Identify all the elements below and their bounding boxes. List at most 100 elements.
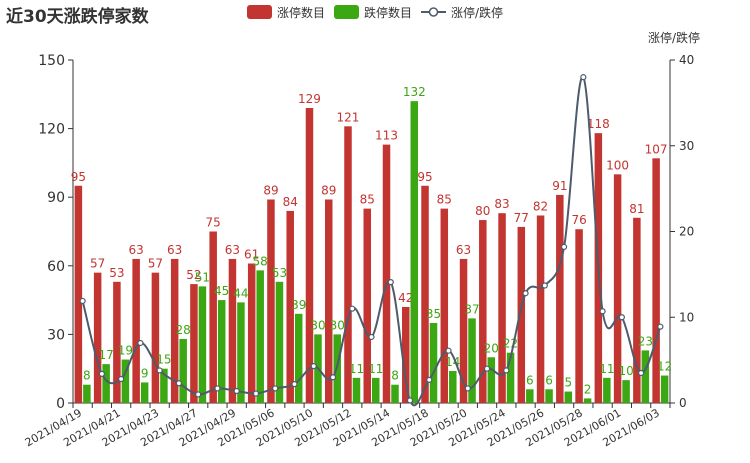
bar-limit-up <box>382 144 391 403</box>
line-point-ratio <box>79 297 86 305</box>
bar-limit-up <box>633 217 641 403</box>
bar-limit-up <box>402 306 410 403</box>
bar-limit-up <box>498 213 506 403</box>
data-label-limit-up: 42 <box>398 291 413 305</box>
y-tick-label-right: 40 <box>679 53 694 67</box>
bar-limit-up <box>305 108 314 404</box>
line-point-ratio <box>118 375 125 383</box>
bar-limit-up <box>170 258 179 403</box>
bar-limit-up <box>363 208 371 403</box>
data-label-limit-up: 83 <box>494 197 509 211</box>
line-point-ratio <box>580 74 587 81</box>
bar-limit-down <box>603 377 611 403</box>
data-label-limit-up: 76 <box>571 213 586 227</box>
bar-limit-up <box>344 126 352 404</box>
data-label-limit-up: 107 <box>645 142 668 156</box>
bar-limit-down <box>140 382 149 403</box>
bar-limit-up <box>209 231 217 403</box>
bar-limit-down <box>660 375 669 403</box>
bar-limit-down <box>121 359 130 403</box>
data-label-limit-down: 8 <box>391 369 399 383</box>
line-point-ratio <box>599 308 606 315</box>
line-point-ratio <box>98 370 105 377</box>
y-tick-label-left: 90 <box>47 190 65 206</box>
data-label-limit-up: 61 <box>244 248 259 262</box>
y-tick-label-left: 60 <box>47 259 65 275</box>
bar-limit-up <box>267 199 275 403</box>
line-point-ratio <box>426 376 433 383</box>
data-label-limit-up: 63 <box>456 243 471 257</box>
bar-limit-down <box>294 313 303 403</box>
y-tick-label-right: 0 <box>679 396 687 410</box>
data-label-limit-down: 5 <box>565 376 573 390</box>
line-point-ratio <box>291 381 298 388</box>
bar-limit-down <box>102 364 110 403</box>
bar-limit-up <box>151 272 160 403</box>
data-label-limit-down: 132 <box>403 85 426 99</box>
line-point-ratio <box>329 374 337 381</box>
bar-limit-up <box>459 258 468 403</box>
y-tick-label-left: 30 <box>47 327 65 343</box>
line-point-ratio <box>387 278 394 286</box>
bar-limit-down <box>352 377 361 403</box>
data-label-limit-down: 11 <box>599 362 614 376</box>
data-label-limit-up: 57 <box>90 257 105 271</box>
bar-limit-down <box>449 370 457 403</box>
bar-limit-down <box>622 380 630 403</box>
bar-limit-down <box>506 352 515 403</box>
bar-limit-up <box>536 215 545 403</box>
bar-limit-down <box>583 398 592 403</box>
bar-limit-down <box>256 270 264 403</box>
bar-limit-up <box>132 258 140 403</box>
data-label-limit-down: 39 <box>291 298 306 312</box>
bar-limit-down <box>179 338 187 403</box>
bar-limit-up <box>93 272 102 403</box>
bar-limit-up <box>479 220 487 403</box>
bar-limit-down <box>429 322 438 403</box>
data-label-limit-up: 52 <box>186 268 201 282</box>
bar-limit-down <box>468 318 476 403</box>
data-label-limit-down: 19 <box>118 344 133 358</box>
line-point-ratio <box>214 385 221 392</box>
data-label-limit-down: 6 <box>526 373 534 387</box>
line-point-ratio <box>233 387 240 395</box>
line-point-ratio <box>195 391 202 398</box>
data-label-limit-down: 30 <box>310 318 325 332</box>
line-point-ratio <box>156 367 163 374</box>
bar-limit-up <box>652 158 660 403</box>
legend-label-ratio: 涨停/跌停 <box>451 6 504 20</box>
legend-label-limit-down: 跌停数目 <box>364 6 413 20</box>
data-label-limit-down: 45 <box>214 284 229 298</box>
line-point-ratio <box>252 390 260 397</box>
data-label-limit-down: 2 <box>584 382 592 396</box>
bar-limit-down <box>217 300 226 403</box>
data-label-limit-up: 118 <box>587 117 610 131</box>
line-point-ratio <box>522 290 529 297</box>
data-label-limit-down: 11 <box>368 362 383 376</box>
data-label-limit-down: 44 <box>233 286 248 300</box>
bar-limit-down <box>198 286 207 403</box>
bar-limit-down <box>487 357 496 403</box>
bar-limit-down <box>83 384 91 403</box>
data-label-limit-up: 95 <box>71 170 86 184</box>
legend-swatch-limit-down <box>334 5 359 19</box>
line-point-ratio <box>445 347 452 354</box>
data-label-limit-up: 113 <box>375 129 398 143</box>
bar-limit-up <box>575 229 583 403</box>
data-label-limit-down: 20 <box>484 341 499 355</box>
bar-limit-down <box>237 302 245 403</box>
bar-limit-up <box>613 174 622 403</box>
bar-limit-up <box>228 258 237 403</box>
data-label-limit-up: 81 <box>629 202 644 216</box>
data-label-limit-down: 28 <box>176 323 191 337</box>
bar-limit-down <box>372 377 380 403</box>
y-tick-label-right: 30 <box>679 139 694 153</box>
data-label-limit-up: 77 <box>514 211 529 225</box>
line-point-ratio <box>541 282 548 289</box>
bar-limit-down <box>545 389 553 403</box>
bar-limit-down <box>526 389 534 403</box>
line-point-ratio <box>618 314 625 321</box>
line-point-ratio <box>464 385 471 392</box>
data-label-limit-down: 8 <box>83 369 91 383</box>
